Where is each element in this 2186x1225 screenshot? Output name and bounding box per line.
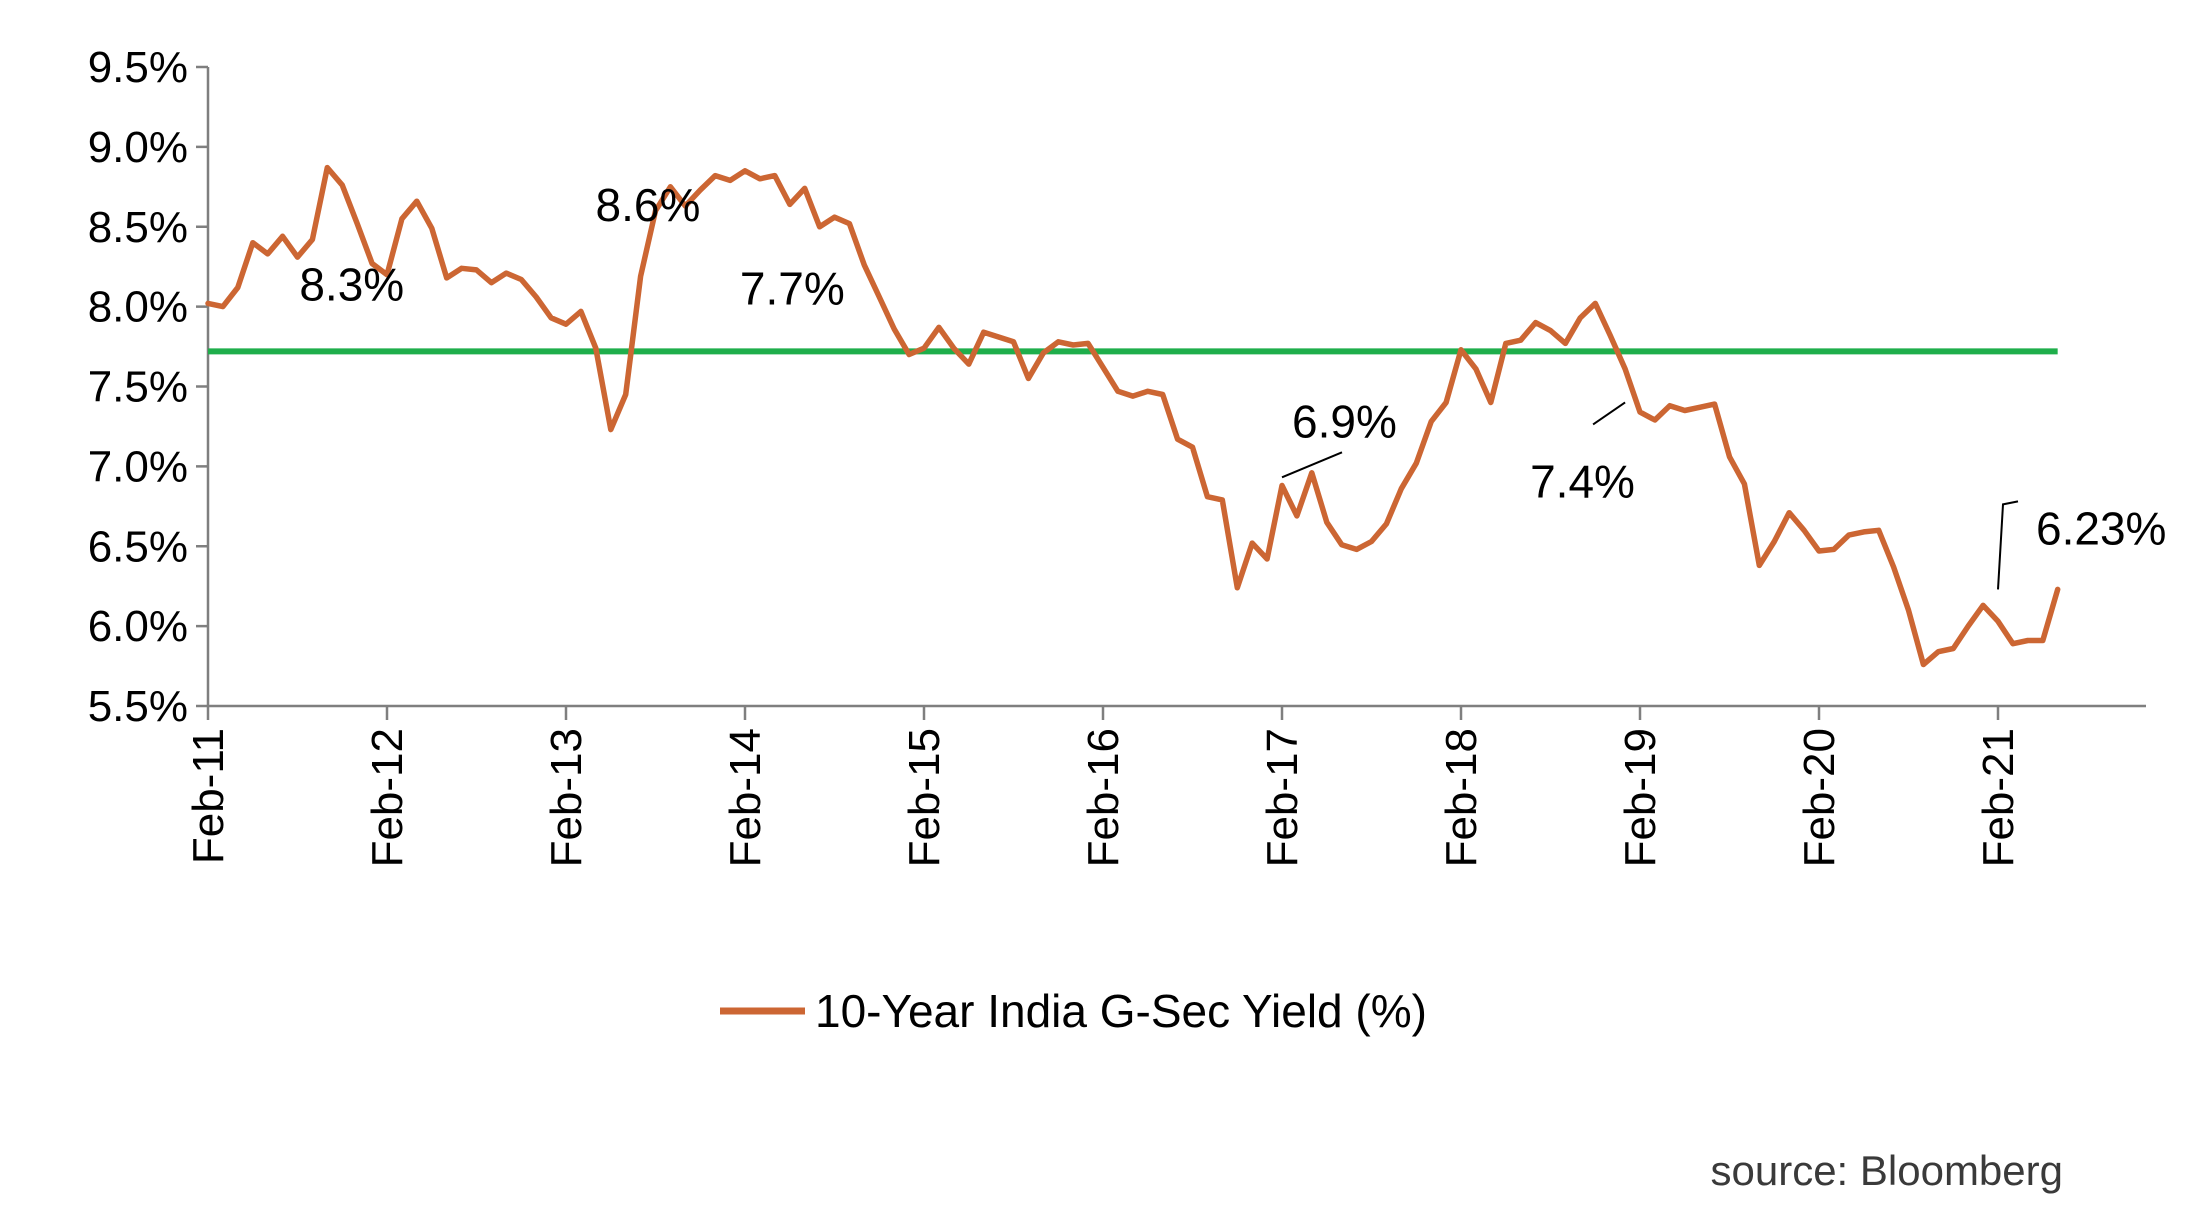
annotation-label: 7.4% [1530, 455, 1635, 507]
y-tick-label: 6.0% [88, 602, 188, 651]
annotations: 8.3% 8.6% 7.7% 6.9% 7.4% 6.23% [299, 179, 2166, 590]
source-note: source: Bloomberg [1710, 1147, 2063, 1194]
x-tick-label: Feb-16 [1079, 728, 1128, 867]
annotation-label: 6.23% [2036, 502, 2166, 554]
annotation-label: 8.3% [299, 259, 404, 311]
annotation-leader [1997, 500, 2019, 590]
annotation-leader [1281, 451, 1343, 479]
annotation-label: 7.7% [740, 263, 845, 315]
x-tick-label: Feb-21 [1974, 728, 2023, 867]
y-tick-label: 9.5% [88, 43, 188, 92]
x-tick-label: Feb-17 [1258, 728, 1307, 867]
legend: 10-Year India G-Sec Yield (%) [720, 985, 1427, 1037]
x-tick-label: Feb-14 [721, 728, 770, 867]
x-tick-label: Feb-13 [542, 728, 591, 867]
annotation-leader [1592, 401, 1626, 426]
legend-label: 10-Year India G-Sec Yield (%) [815, 985, 1427, 1037]
y-tick-label: 7.5% [88, 363, 188, 412]
y-tick-label: 5.5% [88, 682, 188, 731]
x-tick-label: Feb-12 [363, 728, 412, 867]
y-tick-label: 6.5% [88, 522, 188, 571]
series-line [205, 164, 2061, 668]
x-tick-label: Feb-19 [1616, 728, 1665, 867]
annotation-label: 6.9% [1292, 395, 1397, 447]
y-axis-ticks: 5.5% 6.0% 6.5% 7.0% 7.5% 8.0% 8.5% 9.0% 9.5% [88, 43, 208, 731]
x-axis-ticks: Feb-11 Feb-12 Feb-13 Feb-14 Feb-15 Feb-16 Feb-… [184, 706, 2023, 867]
y-tick-label: 9.0% [88, 123, 188, 172]
x-tick-label: Feb-18 [1437, 728, 1486, 867]
y-tick-label: 8.5% [88, 203, 188, 252]
annotation-label: 8.6% [596, 179, 701, 231]
y-tick-label: 7.0% [88, 442, 188, 491]
y-tick-label: 8.0% [88, 283, 188, 332]
x-tick-label: Feb-20 [1795, 728, 1844, 867]
x-tick-label: Feb-15 [900, 728, 949, 867]
x-tick-label: Feb-11 [184, 728, 233, 864]
